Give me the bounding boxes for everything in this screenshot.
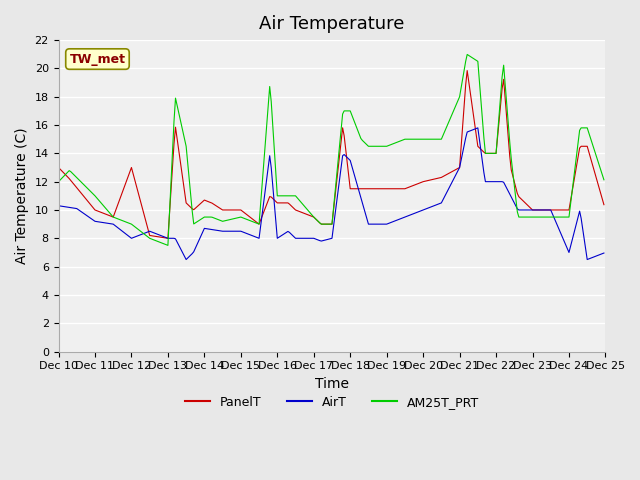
PanelT [54,165,62,170]
Line: AM25T_PRT: AM25T_PRT [58,54,604,245]
PanelT [295,208,303,214]
PanelT [463,68,471,73]
Legend: PanelT, AirT, AM25T_PRT: PanelT, AirT, AM25T_PRT [180,391,484,414]
AirT [295,235,303,241]
Line: AirT: AirT [58,128,604,260]
Text: TW_met: TW_met [70,53,125,66]
AM25T_PRT [600,177,608,183]
PanelT [237,207,244,213]
AM25T_PRT [573,152,580,158]
AM25T_PRT [295,196,303,202]
AirT [600,250,608,256]
PanelT [573,163,580,168]
AM25T_PRT [463,51,471,57]
PanelT [600,202,608,207]
AM25T_PRT [237,214,244,220]
PanelT [164,235,172,241]
AirT [573,220,580,226]
PanelT [122,181,129,187]
AirT [246,232,254,238]
AM25T_PRT [164,242,172,248]
AirT [474,125,482,131]
AM25T_PRT [219,218,227,224]
AirT [54,203,62,209]
PanelT [246,214,254,220]
PanelT [219,207,227,213]
Y-axis label: Air Temperature (C): Air Temperature (C) [15,128,29,264]
AM25T_PRT [246,218,254,224]
Title: Air Temperature: Air Temperature [259,15,404,33]
AirT [219,228,227,234]
AirT [182,257,190,263]
AM25T_PRT [54,179,62,184]
X-axis label: Time: Time [315,377,349,391]
Line: PanelT: PanelT [58,71,604,238]
AM25T_PRT [122,219,129,225]
AirT [122,231,129,237]
AirT [237,228,244,234]
